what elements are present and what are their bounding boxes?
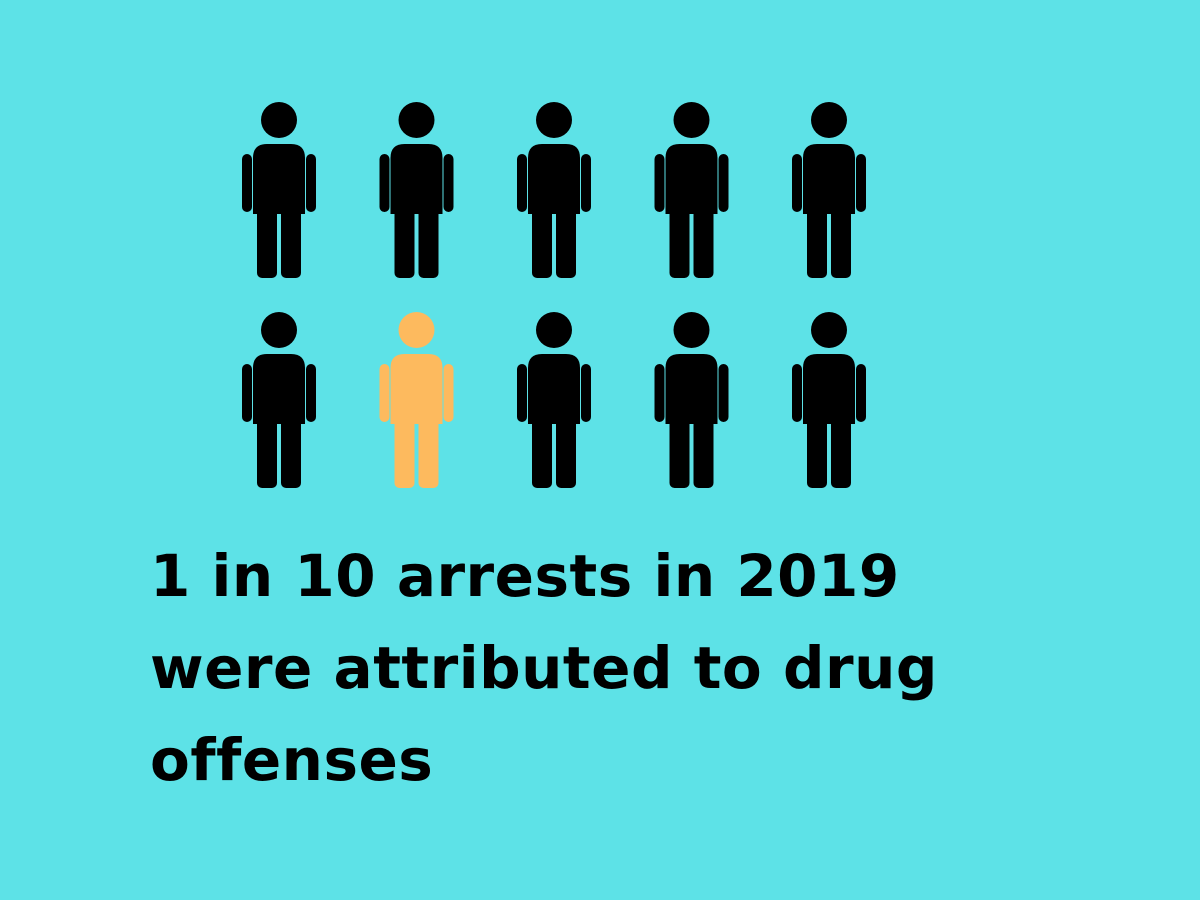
- person-icon: [517, 312, 591, 488]
- person-icon: [242, 312, 316, 488]
- person-icon: [654, 312, 729, 488]
- caption-line-2: were attributed to drug: [150, 634, 938, 702]
- person-icon: [792, 312, 866, 488]
- person-icon: [517, 102, 591, 278]
- person-icon: [242, 102, 316, 278]
- person-icon: [792, 102, 866, 278]
- caption-line-1: 1 in 10 arrests in 2019: [150, 542, 900, 610]
- person-icon: [379, 102, 454, 278]
- person-icon: [379, 312, 454, 488]
- person-icon: [654, 102, 729, 278]
- caption-line-3: offenses: [150, 726, 434, 794]
- caption: 1 in 10 arrests in 2019 were attributed …: [150, 530, 1150, 806]
